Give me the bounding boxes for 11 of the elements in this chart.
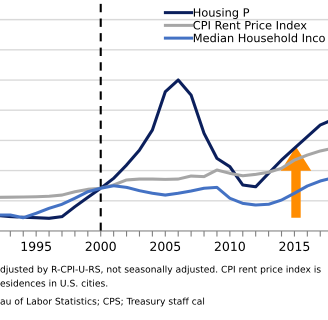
legend-label: Median Household Inco xyxy=(194,33,325,42)
x-tick-label: 2000 xyxy=(86,242,116,252)
legend-label: Housing P xyxy=(194,8,250,19)
x-tick-label: 2015 xyxy=(279,242,310,252)
text: au of Labor Statistics; CPS; Treasury staff cal xyxy=(0,298,204,306)
x-tick-label: 2005 xyxy=(150,242,180,252)
text: esidences in U.S. cities. xyxy=(0,280,108,287)
x-tick-label: 2010 xyxy=(214,242,245,252)
legend-label: CPI Rent Price Index xyxy=(193,20,307,30)
x-tick-label: 1995 xyxy=(22,242,51,252)
text: djusted by R-CPI-U-RS, not seasonally adjusted. CPI rent price index is xyxy=(0,266,321,274)
